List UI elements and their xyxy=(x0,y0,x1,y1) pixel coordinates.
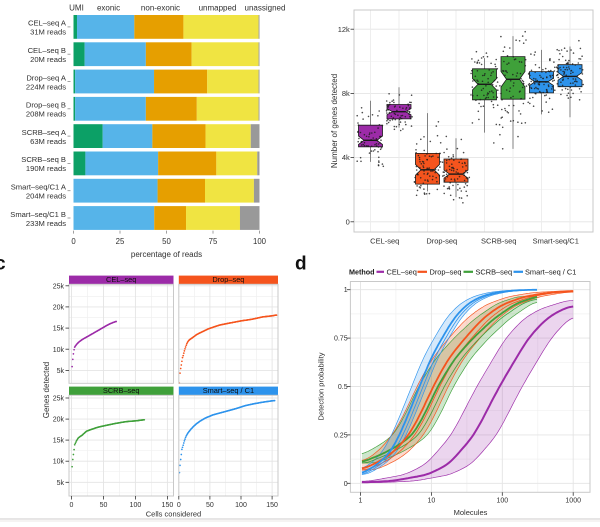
svg-text:50: 50 xyxy=(162,237,171,246)
svg-text:Drop–seq: Drop–seq xyxy=(430,267,462,276)
svg-text:100: 100 xyxy=(253,237,267,246)
svg-text:63M reads: 63M reads xyxy=(30,137,66,146)
svg-text:20M reads: 20M reads xyxy=(30,55,66,64)
svg-text:0.75: 0.75 xyxy=(334,336,348,343)
svg-text:Method: Method xyxy=(349,267,375,276)
svg-text:SCRB–seq A: SCRB–seq A xyxy=(22,128,67,137)
svg-text:25k: 25k xyxy=(53,283,65,290)
svg-text:CEL-seq: CEL-seq xyxy=(370,237,399,246)
svg-text:CEL–seq: CEL–seq xyxy=(387,267,417,276)
svg-text:224M reads: 224M reads xyxy=(26,82,66,91)
svg-text:0: 0 xyxy=(346,217,350,226)
svg-text:100: 100 xyxy=(496,498,508,505)
svg-text:25: 25 xyxy=(116,237,125,246)
svg-text:100: 100 xyxy=(235,502,247,509)
svg-text:1: 1 xyxy=(359,498,363,505)
svg-text:150: 150 xyxy=(162,502,174,509)
svg-text:1: 1 xyxy=(344,287,348,294)
svg-text:25k: 25k xyxy=(53,396,65,403)
svg-text:CEL–seq: CEL–seq xyxy=(106,275,136,284)
svg-text:31M reads: 31M reads xyxy=(30,28,66,37)
svg-text:10k: 10k xyxy=(53,459,65,466)
svg-text:15k: 15k xyxy=(53,326,65,333)
svg-text:0: 0 xyxy=(177,502,181,509)
svg-text:non-exonic: non-exonic xyxy=(141,4,180,13)
svg-text:Drop–seq A: Drop–seq A xyxy=(26,73,67,82)
svg-text:SCRB–seq: SCRB–seq xyxy=(476,267,513,276)
svg-text:SCRB–seq B: SCRB–seq B xyxy=(21,155,66,164)
svg-text:Number of genes detected: Number of genes detected xyxy=(330,74,339,168)
svg-text:0.5: 0.5 xyxy=(338,384,348,391)
svg-text:0: 0 xyxy=(70,502,74,509)
svg-text:unmapped: unmapped xyxy=(199,4,237,13)
svg-text:Smart–seq/C1 A: Smart–seq/C1 A xyxy=(11,183,67,192)
svg-text:204M reads: 204M reads xyxy=(26,192,66,201)
svg-text:0: 0 xyxy=(71,237,76,246)
svg-text:50: 50 xyxy=(100,502,108,509)
svg-text:Smart–seq/C1 B: Smart–seq/C1 B xyxy=(10,210,66,219)
svg-text:Cells considered: Cells considered xyxy=(146,510,201,519)
svg-text:percentage of reads: percentage of reads xyxy=(131,250,202,259)
svg-text:233M reads: 233M reads xyxy=(26,219,66,228)
svg-text:Drop–seq B: Drop–seq B xyxy=(26,101,66,110)
svg-text:SCRB-seq: SCRB-seq xyxy=(481,237,516,246)
svg-text:190M reads: 190M reads xyxy=(26,164,66,173)
svg-text:Drop–seq: Drop–seq xyxy=(212,275,244,284)
svg-text:5k: 5k xyxy=(57,480,65,487)
svg-text:CEL–seq B: CEL–seq B xyxy=(28,46,66,55)
svg-text:Genes detected: Genes detected xyxy=(42,362,51,418)
svg-text:5k: 5k xyxy=(57,368,65,375)
svg-text:CEL–seq A: CEL–seq A xyxy=(28,19,67,28)
svg-text:50: 50 xyxy=(206,502,214,509)
svg-text:SCRB–seq: SCRB–seq xyxy=(103,386,140,395)
svg-text:20k: 20k xyxy=(53,417,65,424)
svg-text:Drop-seq: Drop-seq xyxy=(426,237,457,246)
svg-text:208M reads: 208M reads xyxy=(26,110,66,119)
svg-text:75: 75 xyxy=(209,237,218,246)
svg-text:unassigned: unassigned xyxy=(245,4,286,13)
svg-text:0: 0 xyxy=(344,481,348,488)
svg-text:UMI: UMI xyxy=(69,4,84,13)
svg-text:exonic: exonic xyxy=(97,4,120,13)
svg-text:20k: 20k xyxy=(53,304,65,311)
svg-text:Detection probability: Detection probability xyxy=(317,352,326,420)
svg-text:1000: 1000 xyxy=(565,498,581,505)
svg-text:Molecules: Molecules xyxy=(454,508,488,517)
svg-text:Smart-seq/C1: Smart-seq/C1 xyxy=(533,237,579,246)
svg-text:8k: 8k xyxy=(342,89,350,98)
svg-text:150: 150 xyxy=(266,502,278,509)
svg-text:Smart–seq / C1: Smart–seq / C1 xyxy=(525,267,576,276)
svg-text:100: 100 xyxy=(130,502,142,509)
svg-text:0.25: 0.25 xyxy=(334,432,348,439)
svg-text:12k: 12k xyxy=(338,25,350,34)
svg-text:10k: 10k xyxy=(53,347,65,354)
svg-text:c: c xyxy=(0,254,6,275)
svg-text:d: d xyxy=(295,254,307,275)
svg-text:15k: 15k xyxy=(53,438,65,445)
svg-text:4k: 4k xyxy=(342,153,350,162)
svg-text:Smart–seq / C1: Smart–seq / C1 xyxy=(203,386,254,395)
svg-text:10: 10 xyxy=(428,498,436,505)
